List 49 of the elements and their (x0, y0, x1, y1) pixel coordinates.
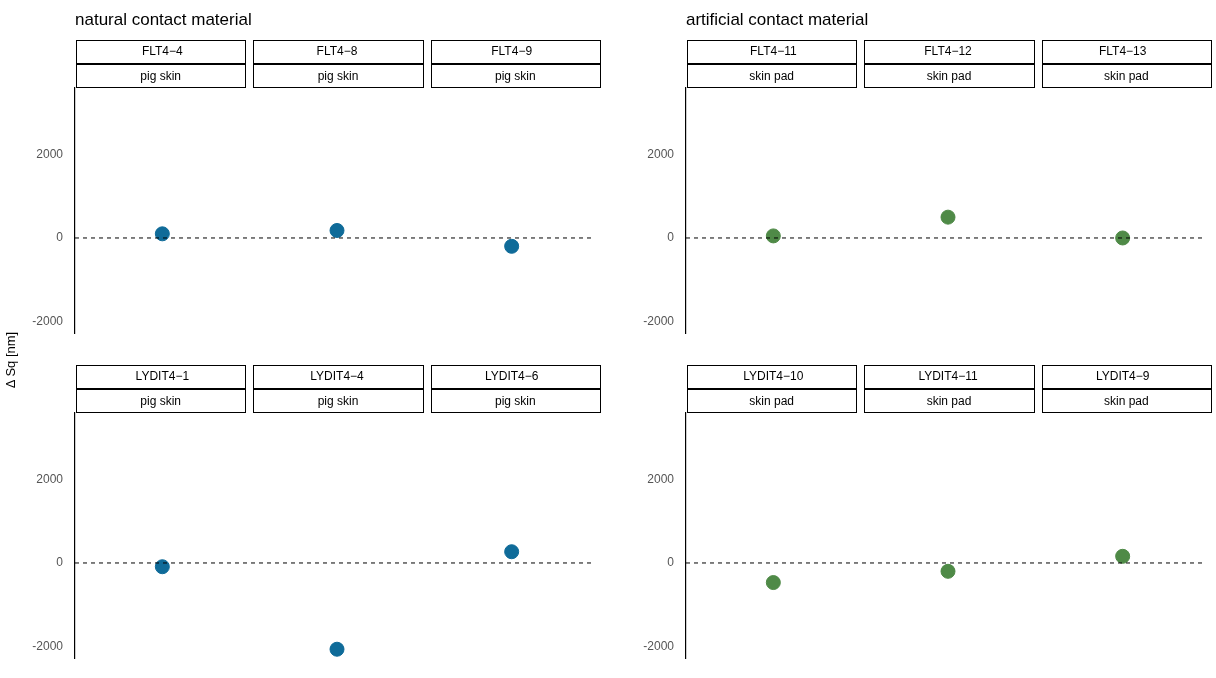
x-tick-label: LYDIT4−4 (310, 369, 365, 384)
y-tick-label: 0 (667, 555, 675, 570)
x-tick-label: LYDIT4−11 (918, 369, 978, 384)
text: skin pad (1040, 65, 1212, 87)
text: pig skin (75, 390, 247, 412)
x-tick-label: LYDIT4−6 (484, 369, 539, 384)
y-tick-label: 2000 (36, 471, 64, 486)
chart-title: natural contact material (75, 10, 252, 30)
point (504, 238, 520, 254)
y-tick-label: 2000 (647, 471, 675, 486)
chart-title: artificial contact material (686, 10, 869, 30)
text: pig skin (252, 390, 424, 412)
text: pig skin (429, 65, 601, 87)
x-tick-label: FLT4−12 (924, 44, 973, 59)
point (329, 641, 345, 657)
y-tick-label: 0 (56, 230, 64, 245)
x-tick-label: FLT4−9 (491, 44, 533, 59)
text: skin pad (686, 390, 858, 412)
text: skin pad (686, 65, 858, 87)
text: pig skin (252, 65, 424, 87)
text: pig skin (429, 390, 601, 412)
y-tick-label: 2000 (36, 146, 64, 161)
x-tick-label: LYDIT4−1 (135, 369, 190, 384)
x-tick-label: FLT4−13 (1098, 44, 1147, 59)
x-tick-label: LYDIT4−10 (743, 369, 804, 384)
text: skin pad (863, 65, 1035, 87)
point (1115, 548, 1131, 564)
point (940, 563, 956, 579)
y-tick-label: -2000 (32, 638, 64, 653)
text: pig skin (75, 65, 247, 87)
text: skin pad (1040, 390, 1212, 412)
y-tick-label: 0 (667, 230, 675, 245)
x-tick-label: FLT4−8 (316, 44, 358, 59)
point (154, 226, 170, 242)
x-tick-label: FLT4−4 (141, 44, 184, 59)
point (765, 575, 781, 591)
y-tick-label: 2000 (647, 146, 675, 161)
point (154, 559, 170, 575)
point (329, 222, 345, 238)
y-tick-label: -2000 (643, 313, 675, 328)
y-tick-label: 0 (56, 555, 64, 570)
point (504, 544, 520, 560)
y-tick-label: -2000 (32, 313, 64, 328)
x-tick-label: LYDIT4−9 (1095, 369, 1150, 384)
y-axis-title: Δ Sq [nm] (2, 331, 18, 389)
x-tick-label: FLT4−11 (750, 44, 797, 59)
text: skin pad (863, 390, 1035, 412)
point (940, 209, 956, 225)
y-tick-label: -2000 (643, 638, 675, 653)
